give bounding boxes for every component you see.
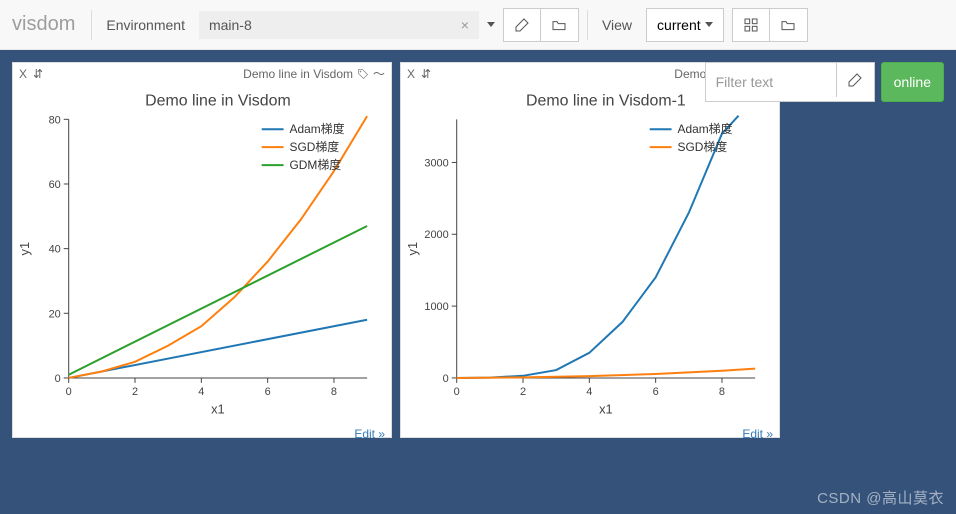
eraser-icon (514, 17, 530, 33)
folder-button-2[interactable] (770, 8, 808, 42)
svg-text:2: 2 (132, 386, 138, 398)
env-button-group (503, 8, 579, 42)
chart-series (69, 226, 367, 375)
separator (91, 10, 92, 40)
eraser-button[interactable] (503, 8, 541, 42)
edit-link[interactable]: Edit » (354, 427, 385, 441)
chart-series (69, 116, 367, 378)
svg-text:0: 0 (66, 386, 72, 398)
panel-footer: Edit » (401, 425, 779, 443)
svg-text:8: 8 (719, 386, 725, 398)
chevron-down-icon (705, 22, 713, 27)
grid-icon (743, 17, 759, 33)
clear-icon[interactable]: × (461, 17, 469, 33)
svg-text:y1: y1 (17, 242, 32, 256)
folder-button[interactable] (541, 8, 579, 42)
pin-icon[interactable]: ⇵ (33, 67, 43, 81)
chart-series (457, 116, 739, 378)
legend-item[interactable]: SGD梯度 (290, 140, 340, 154)
chart-panel[interactable]: X ⇵ Demo line in Visdom 〜 Demo line in V… (12, 62, 392, 438)
svg-text:x1: x1 (599, 402, 613, 417)
svg-text:20: 20 (49, 308, 61, 320)
svg-text:0: 0 (454, 386, 460, 398)
chart-title: Demo line in Visdom-1 (526, 92, 686, 109)
svg-text:6: 6 (265, 386, 271, 398)
overlay-controls: online (705, 62, 944, 102)
svg-text:3000: 3000 (424, 157, 448, 169)
panel-footer: Edit » (13, 425, 391, 443)
view-label: View (596, 17, 638, 33)
chart-series (69, 320, 367, 378)
filter-box (705, 62, 875, 102)
svg-text:80: 80 (49, 114, 61, 126)
filter-eraser-button[interactable] (836, 63, 874, 97)
topbar: visdom Environment main-8 × View current (0, 0, 956, 50)
svg-text:4: 4 (198, 386, 204, 398)
svg-text:2: 2 (520, 386, 526, 398)
svg-text:40: 40 (49, 244, 61, 256)
environment-label: Environment (100, 17, 191, 33)
environment-value: main-8 (209, 17, 252, 33)
svg-text:0: 0 (443, 373, 449, 385)
svg-text:1000: 1000 (424, 301, 448, 313)
collapse-icon[interactable]: 〜 (373, 65, 385, 82)
legend-item[interactable]: Adam梯度 (678, 122, 733, 136)
chart-svg: Demo line in Visdom-1 0 2 4 6 8 0 1000 2000 3000 x… (401, 84, 779, 425)
chart-title: Demo line in Visdom (145, 92, 291, 109)
panel-header: X ⇵ Demo line in Visdom 〜 (13, 63, 391, 84)
chart-svg: Demo line in Visdom02468020406080x1y1Ada… (13, 84, 391, 425)
folder-icon (780, 17, 796, 33)
watermark: CSDN @高山莫衣 (817, 487, 944, 508)
panel-header-title: Demo line in Visdom (243, 67, 353, 81)
view-value: current (657, 17, 701, 33)
svg-text:60: 60 (49, 179, 61, 191)
svg-text:4: 4 (586, 386, 592, 398)
legend-item[interactable]: Adam梯度 (290, 122, 345, 136)
svg-text:2000: 2000 (424, 229, 448, 241)
edit-link[interactable]: Edit » (742, 427, 773, 441)
legend-item[interactable]: GDM梯度 (290, 158, 342, 172)
separator (587, 10, 588, 40)
svg-text:y1: y1 (405, 242, 420, 256)
svg-text:x1: x1 (211, 402, 225, 417)
eraser-icon (847, 72, 863, 88)
svg-text:6: 6 (653, 386, 659, 398)
svg-text:0: 0 (55, 373, 61, 385)
close-icon[interactable]: X (407, 67, 415, 81)
pin-icon[interactable]: ⇵ (421, 67, 431, 81)
environment-select[interactable]: main-8 × (199, 11, 479, 39)
logo: visdom (12, 13, 75, 36)
folder-icon (551, 17, 567, 33)
svg-text:8: 8 (331, 386, 337, 398)
legend-item[interactable]: SGD梯度 (678, 140, 728, 154)
panel-body: Demo line in Visdom02468020406080x1y1Ada… (13, 84, 391, 425)
chart-panel[interactable]: X ⇵ Demo line in 〜 Demo line in Visdom-1… (400, 62, 780, 438)
tag-icon[interactable] (357, 68, 369, 80)
status-badge[interactable]: online (881, 62, 944, 102)
panel-body: Demo line in Visdom-1 0 2 4 6 8 0 1000 2000 3000 x… (401, 84, 779, 425)
grid-button[interactable] (732, 8, 770, 42)
view-select[interactable]: current (646, 8, 724, 42)
view-button-group (732, 8, 808, 42)
close-icon[interactable]: X (19, 67, 27, 81)
content-area: X ⇵ Demo line in Visdom 〜 Demo line in V… (0, 50, 956, 514)
panels-host: X ⇵ Demo line in Visdom 〜 Demo line in V… (12, 62, 780, 438)
env-dropdown-caret[interactable] (487, 22, 495, 27)
filter-input[interactable] (706, 63, 836, 101)
